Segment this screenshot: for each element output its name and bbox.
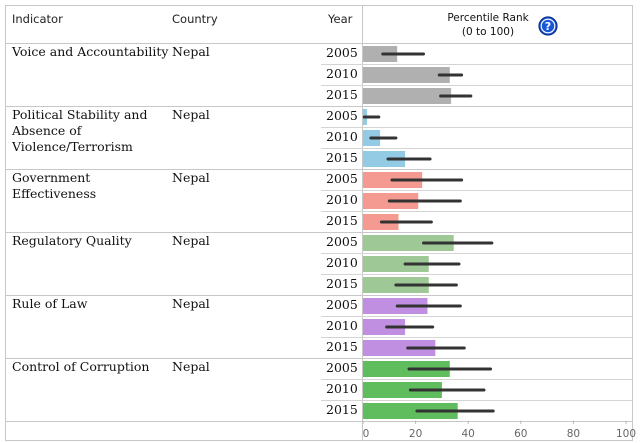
country-name: Nepal	[172, 233, 210, 248]
year-label: 2005	[326, 360, 358, 375]
year-label: 2010	[326, 381, 358, 396]
percentile-bar	[363, 403, 458, 419]
percentile-bar	[363, 46, 398, 62]
percentile-rank-title: Percentile Rank	[447, 12, 529, 24]
year-label: 2010	[326, 318, 358, 333]
percentile-bar	[363, 67, 450, 83]
x-tick-label: 60	[514, 428, 527, 440]
indicator-column-header: Indicator	[12, 12, 63, 26]
year-label: 2010	[326, 66, 358, 81]
x-tick-label: 100	[616, 428, 636, 440]
indicator-name: Rule of Law	[12, 296, 88, 311]
percentile-rank-range: (0 to 100)	[461, 26, 515, 38]
indicator-name: Political Stability and Absence of Viole…	[12, 107, 148, 154]
year-label: 2010	[326, 192, 358, 207]
year-label: 2015	[326, 339, 358, 354]
year-label: 2005	[326, 234, 358, 249]
year-label: 2015	[326, 276, 358, 291]
governance-indicators-table	[5, 5, 633, 441]
year-label: 2015	[326, 150, 358, 165]
year-label: 2005	[326, 45, 358, 60]
indicator-name: Voice and Accountability	[12, 44, 169, 59]
year-label: 2005	[326, 108, 358, 123]
country-column-header: Country	[172, 12, 218, 26]
percentile-bar	[363, 235, 454, 251]
year-column-header: Year	[328, 12, 353, 26]
year-label: 2010	[326, 129, 358, 144]
indicator-name: Regulatory Quality	[12, 233, 132, 248]
year-label: 2015	[326, 87, 358, 102]
year-label: 2005	[326, 297, 358, 312]
country-name: Nepal	[172, 170, 210, 185]
x-tick-label: 0	[363, 428, 370, 440]
country-name: Nepal	[172, 296, 210, 311]
percentile-bar	[363, 151, 406, 167]
x-tick-label: 80	[567, 428, 580, 440]
x-tick-label: 40	[462, 428, 475, 440]
year-label: 2005	[326, 171, 358, 186]
percentile-bar	[363, 319, 406, 335]
year-label: 2010	[326, 255, 358, 270]
country-name: Nepal	[172, 107, 210, 122]
help-icon[interactable]: ?	[538, 16, 558, 36]
year-label: 2015	[326, 213, 358, 228]
percentile-bar	[363, 382, 442, 398]
percentile-bar	[363, 361, 450, 377]
percentile-bar	[363, 256, 429, 272]
country-name: Nepal	[172, 359, 210, 374]
percentile-rank-header: Percentile Rank (0 to 100)	[440, 11, 536, 39]
indicator-name: Control of Corruption	[12, 359, 150, 374]
help-glyph: ?	[545, 20, 551, 33]
percentile-bar	[363, 298, 428, 314]
percentile-bar	[363, 340, 436, 356]
country-name: Nepal	[172, 44, 210, 59]
percentile-bar	[363, 88, 452, 104]
x-tick-label: 20	[409, 428, 422, 440]
year-label: 2015	[326, 402, 358, 417]
indicator-name: Government Effectiveness	[12, 170, 97, 201]
